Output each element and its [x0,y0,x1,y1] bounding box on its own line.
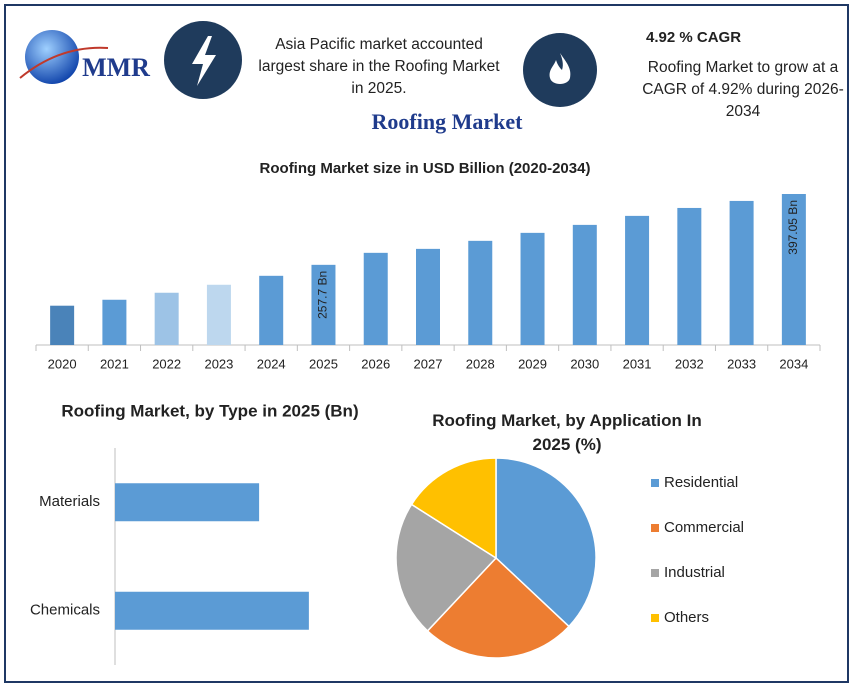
x-tick-label: 2025 [309,356,338,371]
pie-slice [395,503,498,632]
legend-swatch [651,524,659,532]
x-tick-label: 2026 [361,356,390,371]
cagr-title: 4.92 % CAGR [646,29,742,46]
value-label: 397.05 Bn [786,200,800,255]
x-tick-label: 2022 [152,356,181,371]
x-tick-label: 2020 [48,356,77,371]
x-tick-label: 2028 [466,356,495,371]
bar [311,264,336,345]
x-tick-label: 2034 [779,356,808,371]
legend-label: Industrial [664,564,725,581]
chart-title: Roofing Market, by Type in 2025 (Bn) [61,401,358,420]
x-tick-label: 2030 [570,356,599,371]
cagr-text: Roofing Market to grow at a CAGR of 4.92… [642,59,844,120]
x-tick-label: 2033 [727,356,756,371]
region-text: Asia Pacific market accounted largest sh… [258,36,500,97]
page-title: Roofing Market [372,109,524,134]
y-tick-label: Chemicals [30,602,100,619]
logo-swoosh [19,46,109,79]
pie-slice [410,457,497,560]
bar [625,215,650,345]
bar [115,591,309,630]
bar [206,284,231,345]
x-tick-label: 2027 [414,356,443,371]
bar [50,305,75,345]
legend-label: Commercial [664,519,744,536]
x-tick-label: 2023 [204,356,233,371]
x-tick-label: 2031 [623,356,652,371]
x-tick-label: 2021 [100,356,129,371]
value-label: 257.7 Bn [316,271,330,319]
flame-icon [549,53,571,84]
legend-swatch [651,569,659,577]
x-tick-label: 2032 [675,356,704,371]
pie-title: Roofing Market, by Application In 2025 (… [432,411,702,454]
bar [102,299,127,345]
legend-label: Others [664,609,709,626]
legend-swatch [651,614,659,622]
bar [677,207,702,345]
bar [468,240,493,345]
page-border [4,4,849,683]
chart-title: Roofing Market size in USD Billion (2020… [260,160,591,177]
bar [781,193,806,345]
pie-slice [426,556,570,659]
x-tick-label: 2029 [518,356,547,371]
bar [259,275,284,345]
legend-label: Residential [664,474,738,491]
pie-slice [495,457,597,628]
bar [572,224,597,345]
bolt-icon [192,36,216,86]
bar [520,232,545,345]
bar [115,483,260,522]
y-tick-label: Materials [39,493,100,510]
bar [154,292,179,345]
bar [729,200,754,345]
logo-text: MMR [82,53,150,82]
bar [363,252,388,345]
bar [416,248,440,345]
x-tick-label: 2024 [257,356,286,371]
legend-swatch [651,479,659,487]
